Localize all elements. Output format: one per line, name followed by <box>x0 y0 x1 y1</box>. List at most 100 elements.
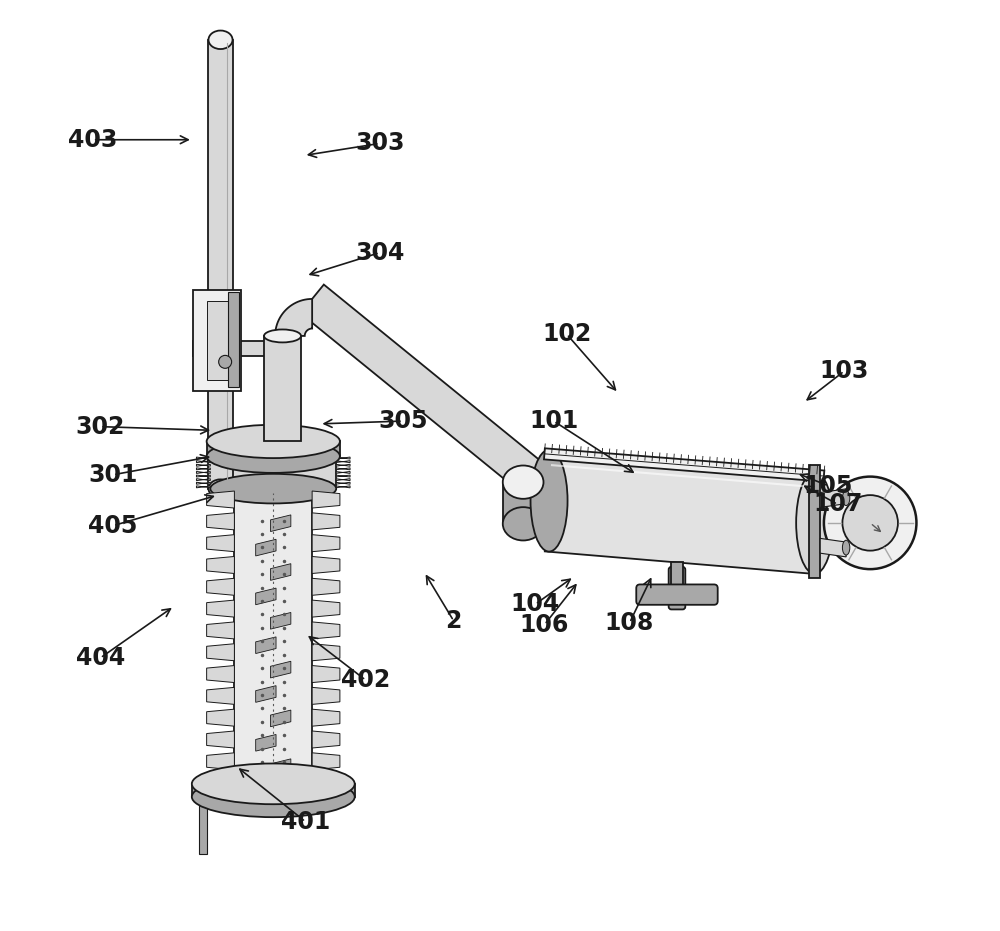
Polygon shape <box>336 468 350 470</box>
Text: 302: 302 <box>76 414 125 439</box>
Polygon shape <box>336 479 350 480</box>
Ellipse shape <box>796 472 833 573</box>
Polygon shape <box>256 735 276 751</box>
Polygon shape <box>207 709 234 726</box>
Text: 301: 301 <box>88 463 138 487</box>
Polygon shape <box>671 562 683 590</box>
Polygon shape <box>256 685 276 702</box>
Polygon shape <box>312 731 340 748</box>
Polygon shape <box>207 578 234 595</box>
Polygon shape <box>544 449 824 481</box>
Polygon shape <box>820 489 846 507</box>
Polygon shape <box>210 456 336 489</box>
FancyBboxPatch shape <box>669 567 685 610</box>
Text: 104: 104 <box>511 592 560 616</box>
Polygon shape <box>312 753 340 770</box>
Ellipse shape <box>207 425 340 458</box>
Polygon shape <box>270 710 291 727</box>
Text: 101: 101 <box>529 409 578 433</box>
Polygon shape <box>192 784 355 797</box>
Polygon shape <box>199 796 207 854</box>
Polygon shape <box>256 588 276 605</box>
Polygon shape <box>207 513 234 530</box>
Polygon shape <box>336 486 350 488</box>
Polygon shape <box>207 600 234 617</box>
Polygon shape <box>312 513 340 530</box>
Polygon shape <box>196 468 210 470</box>
Ellipse shape <box>842 491 850 506</box>
Polygon shape <box>312 775 340 791</box>
Text: 102: 102 <box>542 322 591 346</box>
Polygon shape <box>312 534 340 552</box>
Circle shape <box>842 495 898 550</box>
Polygon shape <box>820 514 824 533</box>
Ellipse shape <box>503 507 543 541</box>
Polygon shape <box>193 342 281 357</box>
Polygon shape <box>270 515 291 532</box>
Ellipse shape <box>531 450 568 551</box>
Polygon shape <box>196 486 210 488</box>
Ellipse shape <box>503 466 543 499</box>
Polygon shape <box>264 336 301 441</box>
Polygon shape <box>820 538 846 557</box>
Polygon shape <box>270 759 291 776</box>
Polygon shape <box>270 661 291 678</box>
Polygon shape <box>193 290 241 391</box>
Text: 402: 402 <box>341 668 390 693</box>
Polygon shape <box>207 557 234 573</box>
Polygon shape <box>270 613 291 629</box>
Polygon shape <box>312 687 340 705</box>
Polygon shape <box>207 491 234 508</box>
Polygon shape <box>207 753 234 770</box>
Polygon shape <box>196 461 210 463</box>
Ellipse shape <box>192 763 355 804</box>
Polygon shape <box>312 578 340 595</box>
Circle shape <box>824 477 916 569</box>
Text: 304: 304 <box>355 240 404 264</box>
Polygon shape <box>207 731 234 748</box>
Text: 108: 108 <box>605 611 654 635</box>
Text: 103: 103 <box>820 359 869 383</box>
Polygon shape <box>196 465 210 466</box>
Polygon shape <box>196 479 210 480</box>
Polygon shape <box>545 450 819 573</box>
Polygon shape <box>207 666 234 682</box>
Polygon shape <box>312 643 340 661</box>
Polygon shape <box>336 482 350 484</box>
Text: 107: 107 <box>813 492 862 517</box>
Polygon shape <box>312 491 340 508</box>
Polygon shape <box>312 709 340 726</box>
Text: 106: 106 <box>520 613 569 637</box>
Ellipse shape <box>207 439 340 473</box>
Polygon shape <box>503 482 543 524</box>
Circle shape <box>219 356 232 369</box>
Polygon shape <box>196 457 210 459</box>
Ellipse shape <box>192 776 355 817</box>
Ellipse shape <box>842 540 850 555</box>
Ellipse shape <box>264 330 301 343</box>
Polygon shape <box>196 475 210 477</box>
Polygon shape <box>336 465 350 466</box>
Polygon shape <box>336 475 350 477</box>
Ellipse shape <box>208 31 233 49</box>
Polygon shape <box>207 301 234 381</box>
Polygon shape <box>207 534 234 552</box>
Polygon shape <box>312 557 340 573</box>
Polygon shape <box>312 622 340 639</box>
Polygon shape <box>234 489 312 794</box>
Polygon shape <box>228 291 239 387</box>
Polygon shape <box>256 637 276 654</box>
FancyBboxPatch shape <box>636 585 718 605</box>
Ellipse shape <box>210 441 336 471</box>
Polygon shape <box>256 539 276 556</box>
Text: 105: 105 <box>804 474 853 498</box>
Ellipse shape <box>208 479 233 498</box>
Text: 2: 2 <box>446 609 462 633</box>
Polygon shape <box>208 40 233 489</box>
Polygon shape <box>300 285 572 515</box>
Polygon shape <box>336 457 350 459</box>
Text: 401: 401 <box>281 810 330 834</box>
Polygon shape <box>270 563 291 580</box>
Polygon shape <box>312 666 340 682</box>
Text: 303: 303 <box>355 131 404 155</box>
